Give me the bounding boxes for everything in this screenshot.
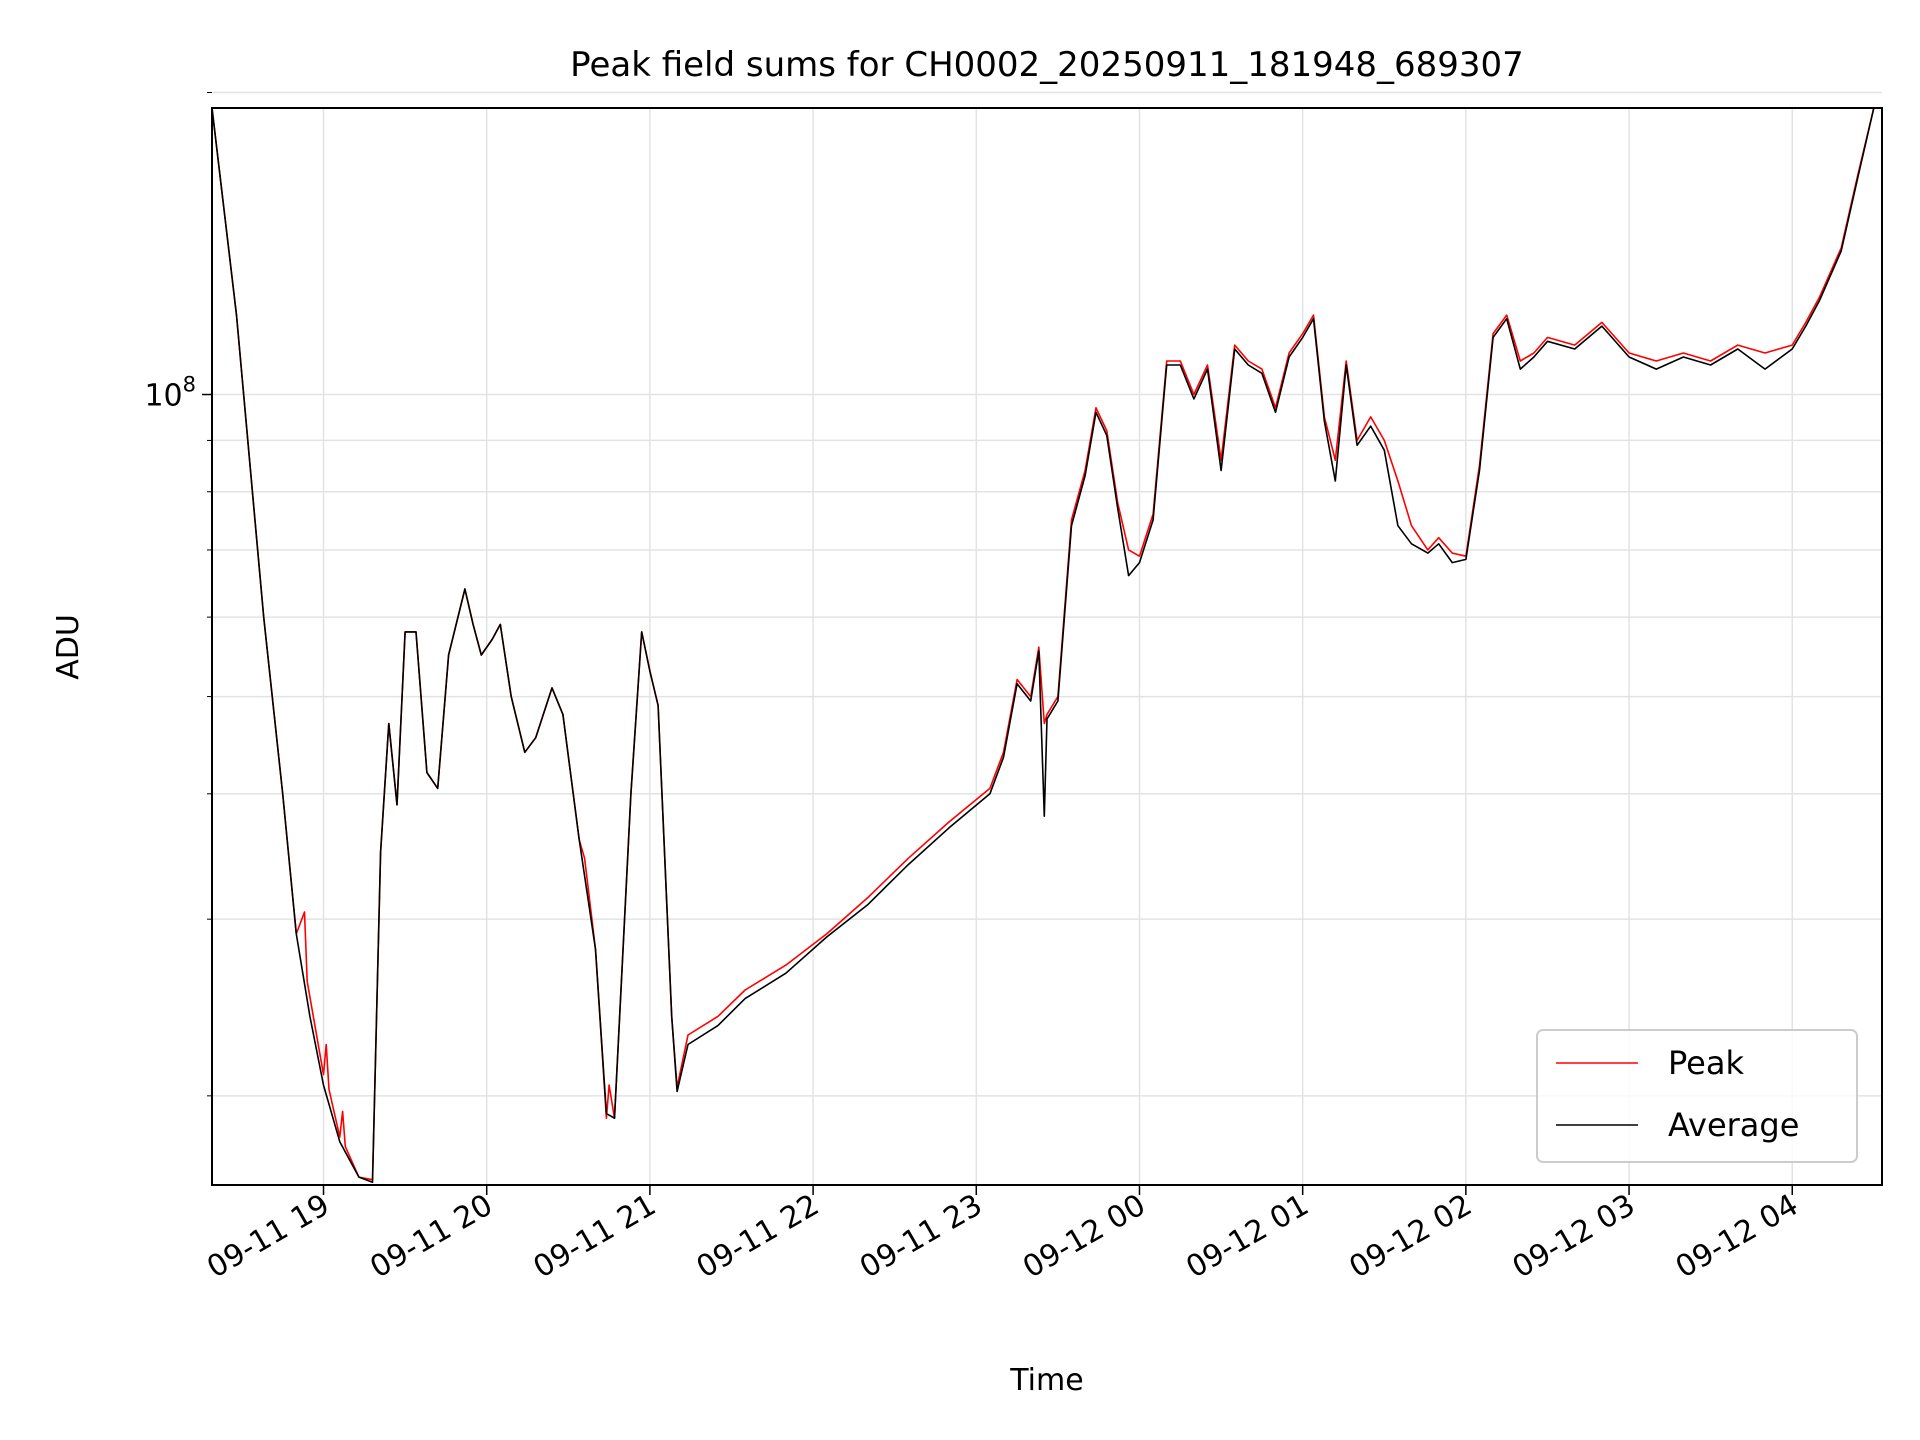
legend-label-peak: Peak (1668, 1044, 1744, 1082)
y-axis: 108 (144, 91, 212, 1097)
x-axis-label: Time (1009, 1363, 1083, 1398)
y-tick-label: 108 (144, 373, 196, 414)
y-axis-label: ADU (51, 614, 86, 680)
legend-label-average: Average (1668, 1106, 1799, 1144)
chart-title: Peak field sums for CH0002_20250911_1819… (570, 45, 1524, 85)
series-line-average (211, 107, 1875, 1184)
series-layer (211, 107, 1875, 1184)
legend: Peak Average (1536, 1029, 1858, 1163)
plot-frame (211, 107, 1883, 1186)
